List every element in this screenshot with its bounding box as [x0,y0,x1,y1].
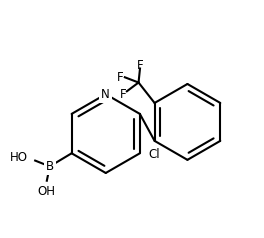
Text: Cl: Cl [149,148,160,161]
Text: HO: HO [10,151,28,164]
Text: F: F [120,88,127,101]
Text: N: N [101,88,110,101]
Text: F: F [137,59,143,72]
Text: OH: OH [38,185,56,198]
Text: B: B [46,160,54,173]
Text: F: F [117,71,124,84]
